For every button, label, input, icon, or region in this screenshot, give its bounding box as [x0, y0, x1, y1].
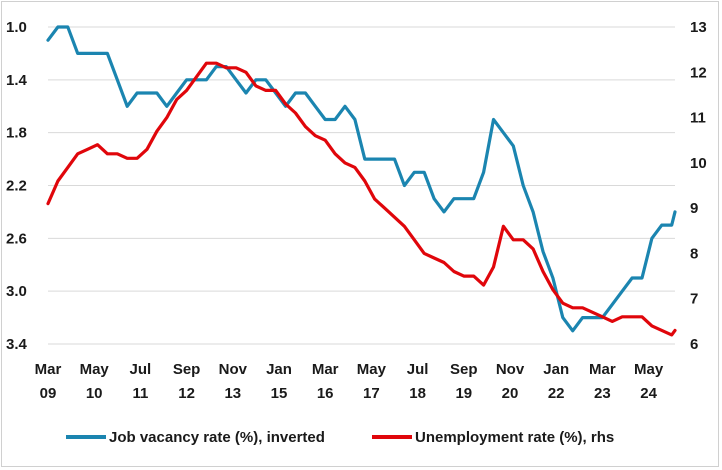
left-tick-label: 1.4	[6, 72, 28, 89]
x-tick: Sep 12	[173, 361, 201, 402]
x-tick-year: 17	[363, 385, 380, 402]
x-tick-month: May	[357, 361, 387, 378]
x-axis-ticks: Mar 09 May 10 Jul 11 Sep 12 Nov 13 Jan 15 Mar 16 May 17…	[35, 361, 664, 402]
series-line-job-vacancy	[46, 25, 677, 333]
left-tick-label: 2.6	[6, 230, 27, 247]
x-tick: May 24	[634, 361, 664, 402]
series-line-unemployment	[46, 61, 677, 337]
series-layer	[46, 25, 677, 337]
left-axis-ticks: 1.0 1.4 1.8 2.2 2.6 3.0 3.4	[6, 19, 28, 353]
x-tick-month: Jul	[130, 361, 152, 378]
x-tick-month: Jan	[266, 361, 292, 378]
x-tick-month: Sep	[450, 361, 478, 378]
left-tick-label: 3.0	[6, 283, 27, 300]
x-tick-year: 11	[132, 385, 148, 402]
x-tick-year: 10	[86, 385, 103, 402]
x-tick-month: Mar	[312, 361, 339, 378]
right-tick-label: 11	[690, 110, 706, 127]
right-tick-label: 10	[690, 155, 707, 172]
right-axis-ticks: 6 7 8 9 10 11 12 13	[690, 19, 707, 353]
legend-label: Unemployment rate (%), rhs	[415, 429, 614, 446]
right-tick-label: 8	[690, 245, 698, 262]
x-tick: Jan 15	[266, 361, 292, 402]
right-tick-label: 13	[690, 19, 707, 36]
x-tick-year: 22	[548, 385, 565, 402]
right-tick-label: 12	[690, 64, 707, 81]
x-tick-year: 13	[224, 385, 241, 402]
x-tick-year: 09	[40, 385, 57, 402]
x-tick-year: 24	[640, 385, 657, 402]
x-tick: Mar 09	[35, 361, 62, 402]
x-tick-year: 12	[178, 385, 195, 402]
x-tick-month: Mar	[35, 361, 62, 378]
x-tick-month: Nov	[496, 361, 525, 378]
left-tick-label: 1.8	[6, 125, 27, 142]
x-tick-month: Mar	[589, 361, 616, 378]
x-tick: May 10	[80, 361, 110, 402]
right-tick-label: 9	[690, 200, 698, 217]
x-tick-month: May	[634, 361, 664, 378]
gridlines	[48, 26, 675, 345]
x-tick-month: Sep	[173, 361, 201, 378]
x-tick-year: 20	[502, 385, 519, 402]
right-tick-label: 6	[690, 336, 698, 353]
x-tick-month: May	[80, 361, 110, 378]
x-tick-month: Jan	[543, 361, 569, 378]
x-tick-year: 16	[317, 385, 334, 402]
left-tick-label: 3.4	[6, 336, 28, 353]
x-tick: Jan 22	[543, 361, 569, 402]
x-tick-year: 23	[594, 385, 611, 402]
x-tick: Mar 23	[589, 361, 616, 402]
x-tick: Jul 18	[407, 361, 429, 402]
legend-label: Job vacancy rate (%), inverted	[109, 429, 325, 446]
x-tick: Mar 16	[312, 361, 339, 402]
x-tick: May 17	[357, 361, 387, 402]
x-tick: Sep 19	[450, 361, 478, 402]
x-tick-year: 18	[409, 385, 426, 402]
x-tick-year: 19	[455, 385, 472, 402]
right-tick-label: 7	[690, 291, 698, 308]
x-tick: Nov 20	[496, 361, 525, 402]
x-tick: Jul 11	[130, 361, 152, 402]
x-tick: Nov 13	[219, 361, 248, 402]
left-tick-label: 2.2	[6, 178, 27, 195]
legend: Job vacancy rate (%), inverted Unemployme…	[66, 429, 614, 446]
x-tick-year: 15	[271, 385, 288, 402]
x-tick-month: Nov	[219, 361, 248, 378]
x-tick-month: Jul	[407, 361, 429, 378]
left-tick-label: 1.0	[6, 19, 27, 36]
